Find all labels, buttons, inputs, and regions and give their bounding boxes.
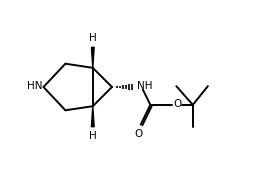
Text: H: H [89,131,97,141]
Polygon shape [91,47,94,68]
Text: HN: HN [26,81,42,92]
Text: NH: NH [137,81,152,92]
Polygon shape [91,106,94,127]
Text: O: O [134,129,143,140]
Text: H: H [89,33,97,43]
Text: O: O [173,99,181,109]
